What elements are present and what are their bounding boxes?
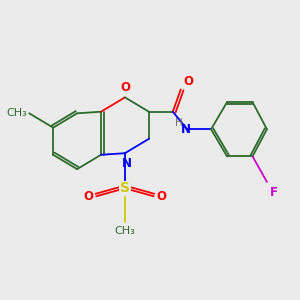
Text: CH₃: CH₃ bbox=[6, 108, 27, 118]
Text: O: O bbox=[183, 75, 193, 88]
Text: O: O bbox=[83, 190, 93, 203]
Text: O: O bbox=[157, 190, 167, 203]
Text: O: O bbox=[120, 80, 130, 94]
Text: H: H bbox=[175, 118, 182, 128]
Text: F: F bbox=[269, 186, 278, 199]
Text: S: S bbox=[120, 181, 130, 195]
Text: N: N bbox=[181, 123, 190, 136]
Text: CH₃: CH₃ bbox=[115, 226, 135, 236]
Text: N: N bbox=[122, 157, 131, 170]
